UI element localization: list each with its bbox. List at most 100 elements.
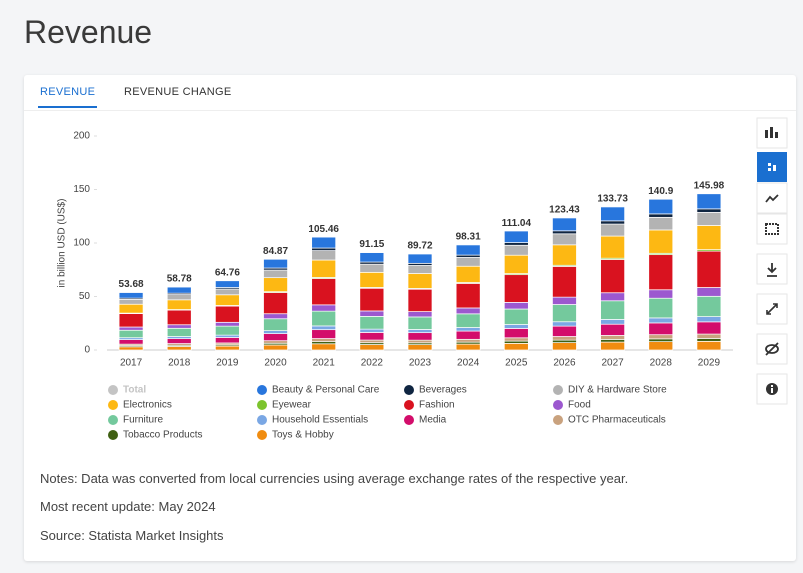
bar-segment <box>600 319 625 325</box>
total-label: 84.87 <box>263 246 288 257</box>
bar-segment <box>359 344 385 351</box>
legend-marker[interactable] <box>108 415 118 425</box>
bar-segment <box>215 334 240 338</box>
bar-segment <box>118 313 144 328</box>
toolbar <box>756 117 788 405</box>
bar-segment <box>455 307 481 315</box>
legend-label[interactable]: Household Essentials <box>272 415 368 426</box>
bar-segment <box>600 339 625 343</box>
bar-segment <box>503 308 529 325</box>
legend-label[interactable]: Total <box>123 385 146 396</box>
legend-label[interactable]: Beverages <box>419 385 467 396</box>
legend-marker[interactable] <box>553 385 563 395</box>
bar-segment <box>552 342 577 351</box>
bar-segment <box>311 250 337 261</box>
legend-marker[interactable] <box>257 415 267 425</box>
bar-segment <box>455 313 481 328</box>
y-tick-label: 0 <box>84 345 90 356</box>
bar-segment <box>503 242 529 246</box>
bar-segment <box>407 265 433 274</box>
legend-label[interactable]: Furniture <box>123 415 163 426</box>
legend-marker[interactable] <box>404 400 414 410</box>
bar-segment <box>696 193 722 210</box>
legend-label[interactable]: Eyewear <box>272 400 312 411</box>
bar-segment <box>455 257 481 267</box>
bar-segment <box>503 230 529 243</box>
bar-segment <box>215 325 240 336</box>
bar-segment <box>118 292 144 299</box>
tab[interactable]: REVENUE CHANGE <box>124 86 232 98</box>
bar-segment <box>648 198 674 215</box>
bar-segment <box>215 337 240 344</box>
bar-segment <box>215 305 240 323</box>
legend-label[interactable]: DIY & Hardware Store <box>568 385 667 396</box>
y-tick-label: 150 <box>73 184 90 195</box>
bar-segment <box>503 302 529 310</box>
bar-segment <box>696 316 722 323</box>
bar-segment <box>503 328 529 339</box>
bar-segment <box>407 344 433 351</box>
bar-segment <box>503 324 529 329</box>
x-tick-label: 2024 <box>457 358 480 369</box>
tool-button[interactable] <box>756 373 788 405</box>
bar-segment <box>552 296 577 305</box>
bar-segment <box>166 346 192 351</box>
bar-segment <box>359 339 385 344</box>
legend-marker[interactable] <box>257 400 267 410</box>
total-label: 133.73 <box>597 194 628 205</box>
tab[interactable]: REVENUE <box>37 86 98 108</box>
icon <box>766 303 778 315</box>
tool-button[interactable] <box>756 213 788 245</box>
bar-segment <box>311 259 337 278</box>
bar-segment <box>407 273 433 289</box>
x-tick-label: 2023 <box>409 358 432 369</box>
bar-segment <box>552 336 577 341</box>
bar-segment <box>407 288 433 312</box>
bar-segment <box>118 326 144 331</box>
legend-marker[interactable] <box>257 385 267 395</box>
legend-marker[interactable] <box>257 430 267 440</box>
legend-marker[interactable] <box>108 430 118 440</box>
bar-segment <box>696 340 722 351</box>
legend-label[interactable]: Beauty & Personal Care <box>272 385 380 396</box>
note: Most recent update: May 2024 <box>40 499 216 514</box>
x-tick-label: 2017 <box>120 358 143 369</box>
bar-segment <box>600 335 625 340</box>
bar-segment <box>118 339 144 345</box>
bar-segment <box>696 208 722 213</box>
legend-marker[interactable] <box>553 415 563 425</box>
bar-segment <box>215 345 240 351</box>
bar-segment <box>696 321 722 335</box>
bar-segment <box>455 283 481 309</box>
bar-segment <box>552 233 577 246</box>
legend-marker[interactable] <box>404 415 414 425</box>
icon <box>765 342 779 356</box>
legend-label[interactable]: Electronics <box>123 400 172 411</box>
legend-marker[interactable] <box>404 385 414 395</box>
icon <box>765 344 779 354</box>
bar-segment <box>455 244 481 256</box>
legend-marker[interactable] <box>108 400 118 410</box>
bar-segment <box>407 316 433 330</box>
tab-bar: REVENUE REVENUE CHANGE <box>24 75 796 111</box>
legend-marker[interactable] <box>553 400 563 410</box>
bar-segment <box>166 324 192 329</box>
bar-segment <box>166 294 192 301</box>
total-label: 111.04 <box>502 218 532 229</box>
legend-label[interactable]: Food <box>568 400 591 411</box>
tool-button[interactable] <box>757 152 787 182</box>
legend-label[interactable]: Fashion <box>419 400 455 411</box>
total-label: 98.31 <box>456 231 481 242</box>
bar-segment <box>600 223 625 237</box>
x-tick-label: 2028 <box>650 358 673 369</box>
bar-segment <box>166 338 192 344</box>
total-label: 91.15 <box>359 239 384 250</box>
bar-segment <box>263 333 288 342</box>
legend-label[interactable]: Tobacco Products <box>123 430 203 441</box>
legend-marker[interactable] <box>108 385 118 395</box>
legend-label[interactable]: OTC Pharmaceuticals <box>568 415 666 426</box>
legend-label[interactable]: Media <box>419 415 447 426</box>
note: Source: Statista Market Insights <box>40 528 224 543</box>
bar-segment <box>503 254 529 274</box>
legend-label[interactable]: Toys & Hobby <box>272 430 334 441</box>
